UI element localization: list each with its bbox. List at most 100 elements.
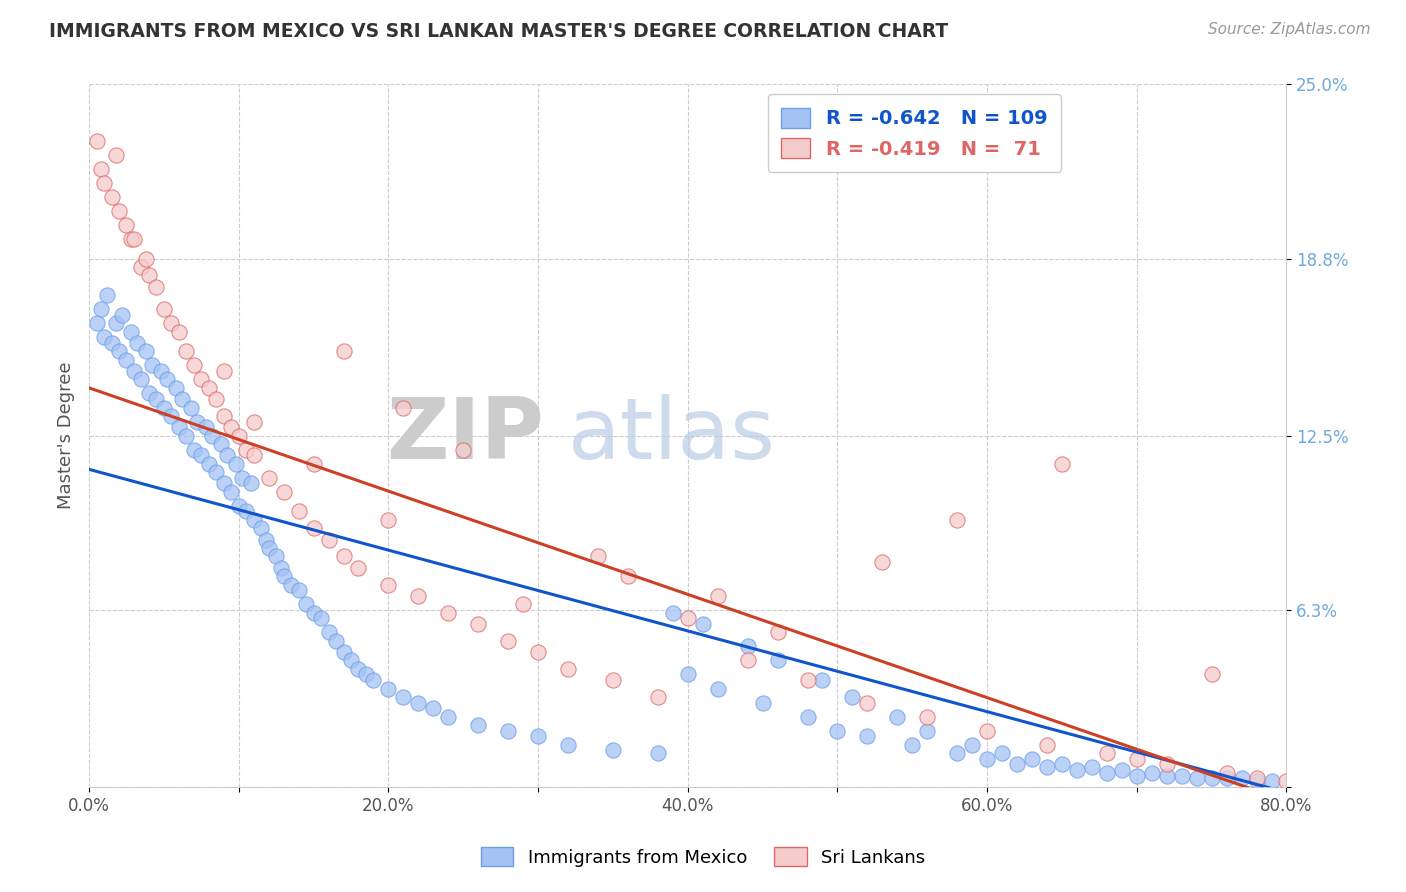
Point [347,662,370,676]
Point [377,513,399,527]
Point [527,729,550,743]
Point [108,344,131,359]
Point [198,381,221,395]
Point [496,633,519,648]
Point [363,673,385,687]
Point [1201,772,1223,786]
Point [145,392,167,406]
Point [201,428,224,442]
Point [437,606,460,620]
Point [647,690,669,704]
Point [242,415,264,429]
Point [131,260,153,274]
Point [872,555,894,569]
Point [946,746,969,760]
Point [1275,774,1298,789]
Point [135,344,157,359]
Point [205,392,228,406]
Point [318,533,340,547]
Point [1066,763,1088,777]
Point [991,746,1014,760]
Point [190,372,212,386]
Point [183,359,205,373]
Point [901,738,924,752]
Point [557,738,579,752]
Point [120,232,142,246]
Point [264,549,287,564]
Point [254,533,277,547]
Point [122,364,145,378]
Point [280,577,302,591]
Point [228,499,250,513]
Point [827,723,849,738]
Point [437,709,460,723]
Text: Source: ZipAtlas.com: Source: ZipAtlas.com [1208,22,1371,37]
Point [120,325,142,339]
Point [105,147,128,161]
Point [1081,760,1104,774]
Legend: Immigrants from Mexico, Sri Lankans: Immigrants from Mexico, Sri Lankans [474,840,932,874]
Point [212,364,235,378]
Point [915,723,938,738]
Point [347,560,370,574]
Point [811,673,834,687]
Point [751,696,773,710]
Point [512,597,534,611]
Point [676,667,699,681]
Point [647,746,669,760]
Point [1005,757,1028,772]
Point [165,381,187,395]
Point [138,386,160,401]
Point [93,176,115,190]
Point [408,589,430,603]
Point [160,316,183,330]
Point [170,392,193,406]
Point [93,330,115,344]
Point [257,541,280,555]
Point [841,690,863,704]
Point [1170,769,1192,783]
Point [1185,772,1208,786]
Point [1246,774,1268,789]
Text: ZIP: ZIP [387,394,544,477]
Point [257,471,280,485]
Point [1260,774,1282,789]
Point [915,709,938,723]
Point [1126,752,1149,766]
Point [167,420,190,434]
Point [295,597,318,611]
Point [706,589,728,603]
Point [1156,757,1178,772]
Point [287,504,309,518]
Point [408,696,430,710]
Point [90,302,112,317]
Point [141,359,163,373]
Point [156,372,179,386]
Point [125,335,148,350]
Point [325,633,347,648]
Point [186,415,208,429]
Point [215,448,238,462]
Text: atlas: atlas [568,394,776,477]
Point [228,428,250,442]
Point [111,308,134,322]
Point [766,625,789,640]
Point [332,344,354,359]
Point [135,252,157,266]
Point [856,729,879,743]
Point [145,279,167,293]
Point [496,723,519,738]
Point [225,457,247,471]
Point [1095,765,1118,780]
Text: IMMIGRANTS FROM MEXICO VS SRI LANKAN MASTER'S DEGREE CORRELATION CHART: IMMIGRANTS FROM MEXICO VS SRI LANKAN MAS… [49,22,949,41]
Point [354,667,377,681]
Point [1126,769,1149,783]
Point [886,709,908,723]
Point [86,134,108,148]
Point [287,583,309,598]
Point [270,560,292,574]
Point [676,611,699,625]
Point [149,364,172,378]
Point [235,504,257,518]
Point [176,344,198,359]
